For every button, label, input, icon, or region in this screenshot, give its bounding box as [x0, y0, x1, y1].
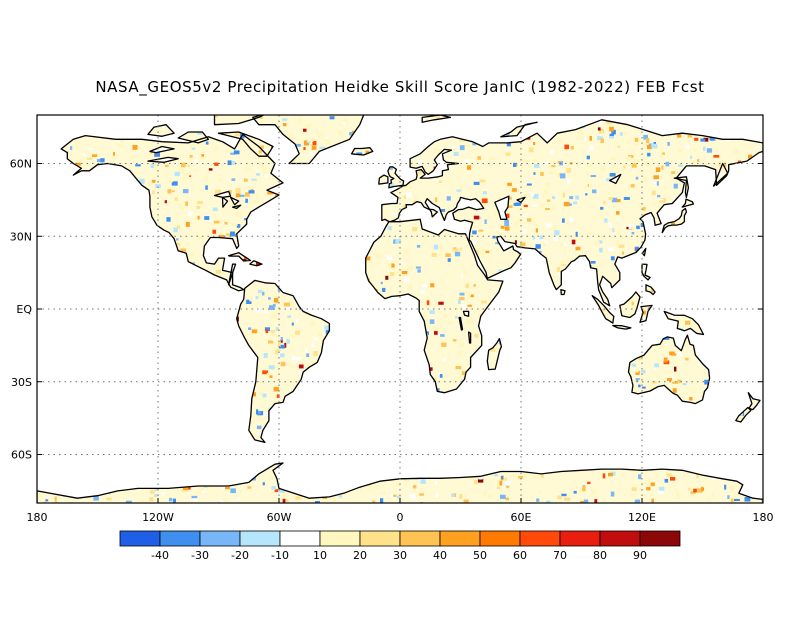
colorbar-label: -30 [191, 549, 209, 562]
colorbar-swatch [439, 530, 481, 547]
colorbar-label: 20 [353, 549, 367, 562]
lon-tick-label: 0 [397, 511, 404, 524]
colorbar: -40 -30 -20 -10 10 20 30 40 50 60 70 80 90 [119, 530, 681, 562]
colorbar-swatch [359, 530, 401, 547]
colorbar-label: -20 [231, 549, 249, 562]
colorbar-label: -10 [271, 549, 289, 562]
longitude-tick-labels: 180 120W 60W 0 60E 120E 180 [27, 511, 774, 524]
lat-tick-label: 30N [10, 230, 32, 243]
colorbar-swatch [399, 530, 441, 547]
colorbar-swatch [599, 530, 641, 547]
lon-tick-label: 120W [142, 511, 174, 524]
colorbar-swatch [319, 530, 361, 547]
colorbar-swatch [519, 530, 561, 547]
colorbar-label: 30 [393, 549, 407, 562]
colorbar-swatch [639, 530, 681, 547]
lat-tick-label: 60N [10, 158, 32, 171]
lat-tick-label: 30S [11, 376, 32, 389]
colorbar-swatch [199, 530, 241, 547]
map-title: NASA_GEOS5v2 Precipitation Heidke Skill … [95, 78, 705, 96]
lat-tick-label: 60S [11, 449, 32, 462]
lon-tick-label: 60E [511, 511, 532, 524]
colorbar-swatch [159, 530, 201, 547]
lon-tick-label: 60W [267, 511, 292, 524]
colorbar-label: 60 [513, 549, 527, 562]
colorbar-swatch [559, 530, 601, 547]
colorbar-label: -40 [151, 549, 169, 562]
lat-tick-label: EQ [16, 303, 32, 316]
skill-score-field [37, 115, 763, 503]
colorbar-label: 70 [553, 549, 567, 562]
graticule [36, 115, 764, 503]
colorbar-label: 50 [473, 549, 487, 562]
lon-tick-label: 180 [27, 511, 48, 524]
colorbar-swatch [279, 530, 321, 547]
colorbar-label: 40 [433, 549, 447, 562]
latitude-tick-labels: 60N 30N EQ 30S 60S [10, 158, 33, 462]
colorbar-swatch [119, 530, 161, 547]
lon-tick-label: 120E [628, 511, 656, 524]
lon-tick-label: 180 [753, 511, 774, 524]
colorbar-swatch [479, 530, 521, 547]
colorbar-label: 80 [593, 549, 607, 562]
map-frame [36, 114, 764, 504]
colorbar-swatch [239, 530, 281, 547]
colorbar-label: 10 [313, 549, 327, 562]
colorbar-label: 90 [633, 549, 647, 562]
